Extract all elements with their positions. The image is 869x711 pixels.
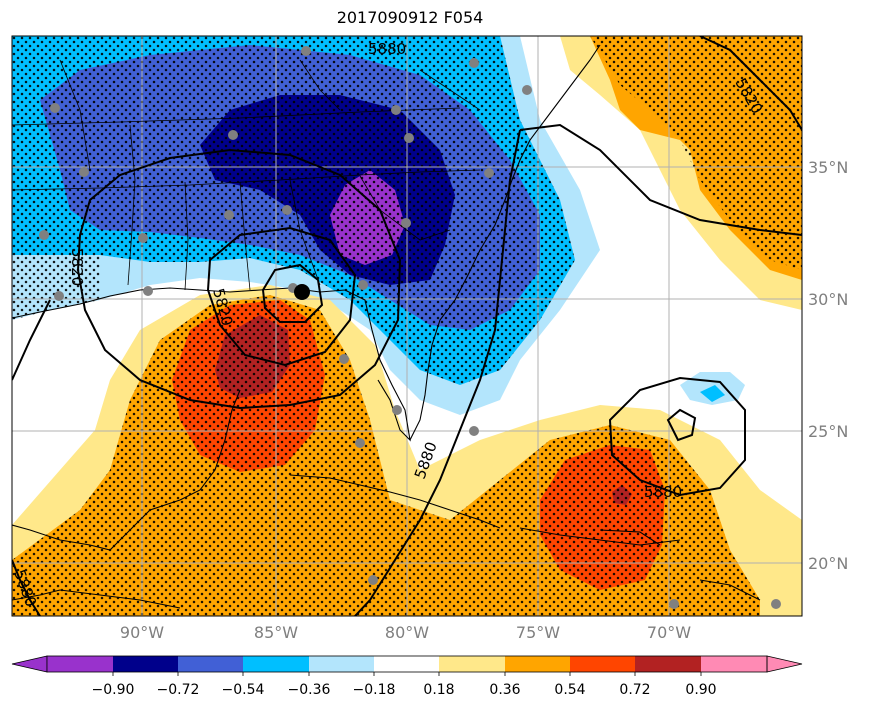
colorbar-tick: −0.36 [288,682,331,698]
colorbar-tick: 0.18 [423,682,454,698]
lon-tick: 90°W [120,623,164,642]
coastlines [12,44,761,609]
lat-tick-labels: 35°N 30°N 25°N 20°N [808,158,848,573]
lat-tick: 30°N [808,290,848,309]
colorbar: −0.90 −0.72 −0.54 −0.36 −0.18 0.18 0.36 … [11,655,803,698]
lon-tick: 85°W [254,623,298,642]
map-frame [11,35,803,617]
lat-tick: 35°N [808,158,848,177]
colorbar-tick: 0.54 [554,682,585,698]
colorbar-tick: −0.18 [353,682,396,698]
colorbar-tick: −0.72 [157,682,200,698]
lon-tick-labels: 90°W 85°W 80°W 75°W 70°W [120,623,691,642]
height-contours [12,36,802,616]
storm-center-marker [294,284,310,300]
colorbar-tick: −0.54 [222,682,265,698]
lat-tick: 20°N [808,554,848,573]
colorbar-tick: 0.36 [489,682,520,698]
figure-title: 2017090912 F054 [336,8,484,27]
stipple-significance [12,36,802,616]
lat-tick: 25°N [808,422,848,441]
graticule [12,36,802,616]
lon-tick: 75°W [516,623,560,642]
colorbar-tick: 0.72 [619,682,650,698]
contour-label: 5880 [644,483,682,501]
lon-tick: 80°W [385,623,429,642]
contour-label: 5880 [368,40,406,58]
colorbar-tick: 0.90 [685,682,716,698]
station-points [39,46,781,609]
contour-label: 5820 [68,248,86,286]
map-panel [12,36,802,616]
colorbar-tick: −0.90 [92,682,135,698]
lon-tick: 70°W [647,623,691,642]
